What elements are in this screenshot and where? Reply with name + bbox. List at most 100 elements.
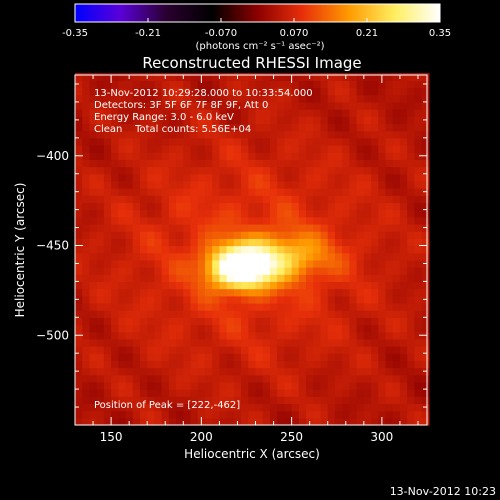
heatmap-cell xyxy=(176,188,184,196)
heatmap-cell xyxy=(334,281,343,290)
heatmap-cell xyxy=(111,159,119,168)
heatmap-cell xyxy=(82,173,91,182)
heatmap-cell xyxy=(139,281,148,290)
heatmap-cell xyxy=(255,116,264,125)
heatmap-cell xyxy=(414,360,423,369)
heatmap-cell xyxy=(96,101,105,110)
heatmap-cell xyxy=(342,130,350,139)
heatmap-cell xyxy=(233,338,242,347)
heatmap-cell xyxy=(168,338,177,347)
heatmap-cell xyxy=(334,274,343,283)
heatmap-cell xyxy=(356,417,365,426)
heatmap-cell xyxy=(262,331,271,340)
heatmap-cell xyxy=(219,202,228,211)
heatmap-cell xyxy=(320,396,329,405)
heatmap-cell xyxy=(378,87,387,96)
heatmap-cell xyxy=(139,295,148,304)
heatmap-cell xyxy=(269,202,278,211)
heatmap-cell xyxy=(190,245,199,254)
heatmap-cell xyxy=(327,188,336,196)
heatmap-cell xyxy=(306,374,314,383)
heatmap-cell xyxy=(371,417,379,426)
heatmap-cell xyxy=(161,94,170,103)
heatmap-cell xyxy=(118,94,127,103)
heatmap-cell xyxy=(125,252,134,261)
heatmap-cell xyxy=(168,267,177,275)
heatmap-cell xyxy=(241,80,249,89)
heatmap-cell xyxy=(306,137,314,146)
heatmap-cell xyxy=(219,389,228,397)
heatmap-cell xyxy=(183,123,192,132)
heatmap-cell xyxy=(363,166,372,175)
heatmap-cell xyxy=(313,238,322,247)
heatmap-cell xyxy=(421,396,430,405)
heatmap-cell xyxy=(414,403,423,412)
heatmap-cell xyxy=(190,310,199,318)
heatmap-cell xyxy=(219,288,228,297)
heatmap-cell xyxy=(306,145,314,153)
heatmap-cell xyxy=(356,202,365,211)
heatmap-cell xyxy=(284,238,293,247)
heatmap-cell xyxy=(248,288,257,297)
heatmap-cell xyxy=(125,274,134,283)
heatmap-cell xyxy=(168,389,177,397)
y-tick-label: −500 xyxy=(36,328,69,342)
heatmap-cell xyxy=(103,188,112,196)
heatmap-cell xyxy=(262,338,271,347)
heatmap-cell xyxy=(291,223,300,232)
heatmap-cell xyxy=(363,367,372,376)
heatmap-cell xyxy=(190,152,199,160)
heatmap-cell xyxy=(118,381,127,390)
heatmap-cell xyxy=(306,109,314,117)
heatmap-cell xyxy=(103,166,112,175)
heatmap-cell xyxy=(125,166,134,175)
heatmap-cell xyxy=(385,267,394,275)
heatmap-cell xyxy=(111,166,119,175)
heatmap-cell xyxy=(161,403,170,412)
heatmap-cell xyxy=(399,195,408,204)
heatmap-cell xyxy=(82,245,91,254)
heatmap-cell xyxy=(349,338,358,347)
heatmap-cell xyxy=(147,346,156,354)
heatmap-cell xyxy=(132,216,141,225)
heatmap-cell xyxy=(204,281,213,290)
heatmap-cell xyxy=(82,231,91,239)
heatmap-cell xyxy=(168,101,177,110)
heatmap-cell xyxy=(96,159,105,168)
heatmap-cell xyxy=(212,173,221,182)
heatmap-cell xyxy=(313,80,322,89)
heatmap-cell xyxy=(262,123,271,132)
heatmap-cell xyxy=(82,145,91,153)
info-detectors: Detectors: 3F 5F 6F 7F 8F 9F, Att 0 xyxy=(94,100,268,111)
heatmap-cell xyxy=(176,109,184,117)
heatmap-cell xyxy=(118,195,127,204)
heatmap-cell xyxy=(392,274,401,283)
heatmap-cell xyxy=(262,403,271,412)
heatmap-cell xyxy=(284,188,293,196)
heatmap-cell xyxy=(197,396,206,405)
heatmap-cell xyxy=(226,80,235,89)
heatmap-cell xyxy=(392,137,401,146)
heatmap-cell xyxy=(241,166,249,175)
heatmap-cell xyxy=(327,259,336,268)
heatmap-cell xyxy=(313,166,322,175)
heatmap-cell xyxy=(161,281,170,290)
heatmap-cell xyxy=(392,410,401,419)
heatmap-cell xyxy=(241,353,249,361)
heatmap-cell xyxy=(269,231,278,239)
heatmap-cell xyxy=(89,281,98,290)
heatmap-cell xyxy=(320,331,329,340)
heatmap-cell xyxy=(399,381,408,390)
heatmap-cell xyxy=(284,389,293,397)
heatmap-cell xyxy=(161,353,170,361)
heatmap-cell xyxy=(363,223,372,232)
heatmap-cell xyxy=(371,288,379,297)
heatmap-cell xyxy=(168,123,177,132)
heatmap-cell xyxy=(262,346,271,354)
heatmap-cell xyxy=(414,87,423,96)
heatmap-cell xyxy=(421,173,430,182)
heatmap-cell xyxy=(291,180,300,189)
heatmap-cell xyxy=(407,331,415,340)
heatmap-cell xyxy=(226,396,235,405)
heatmap-cell xyxy=(262,259,271,268)
